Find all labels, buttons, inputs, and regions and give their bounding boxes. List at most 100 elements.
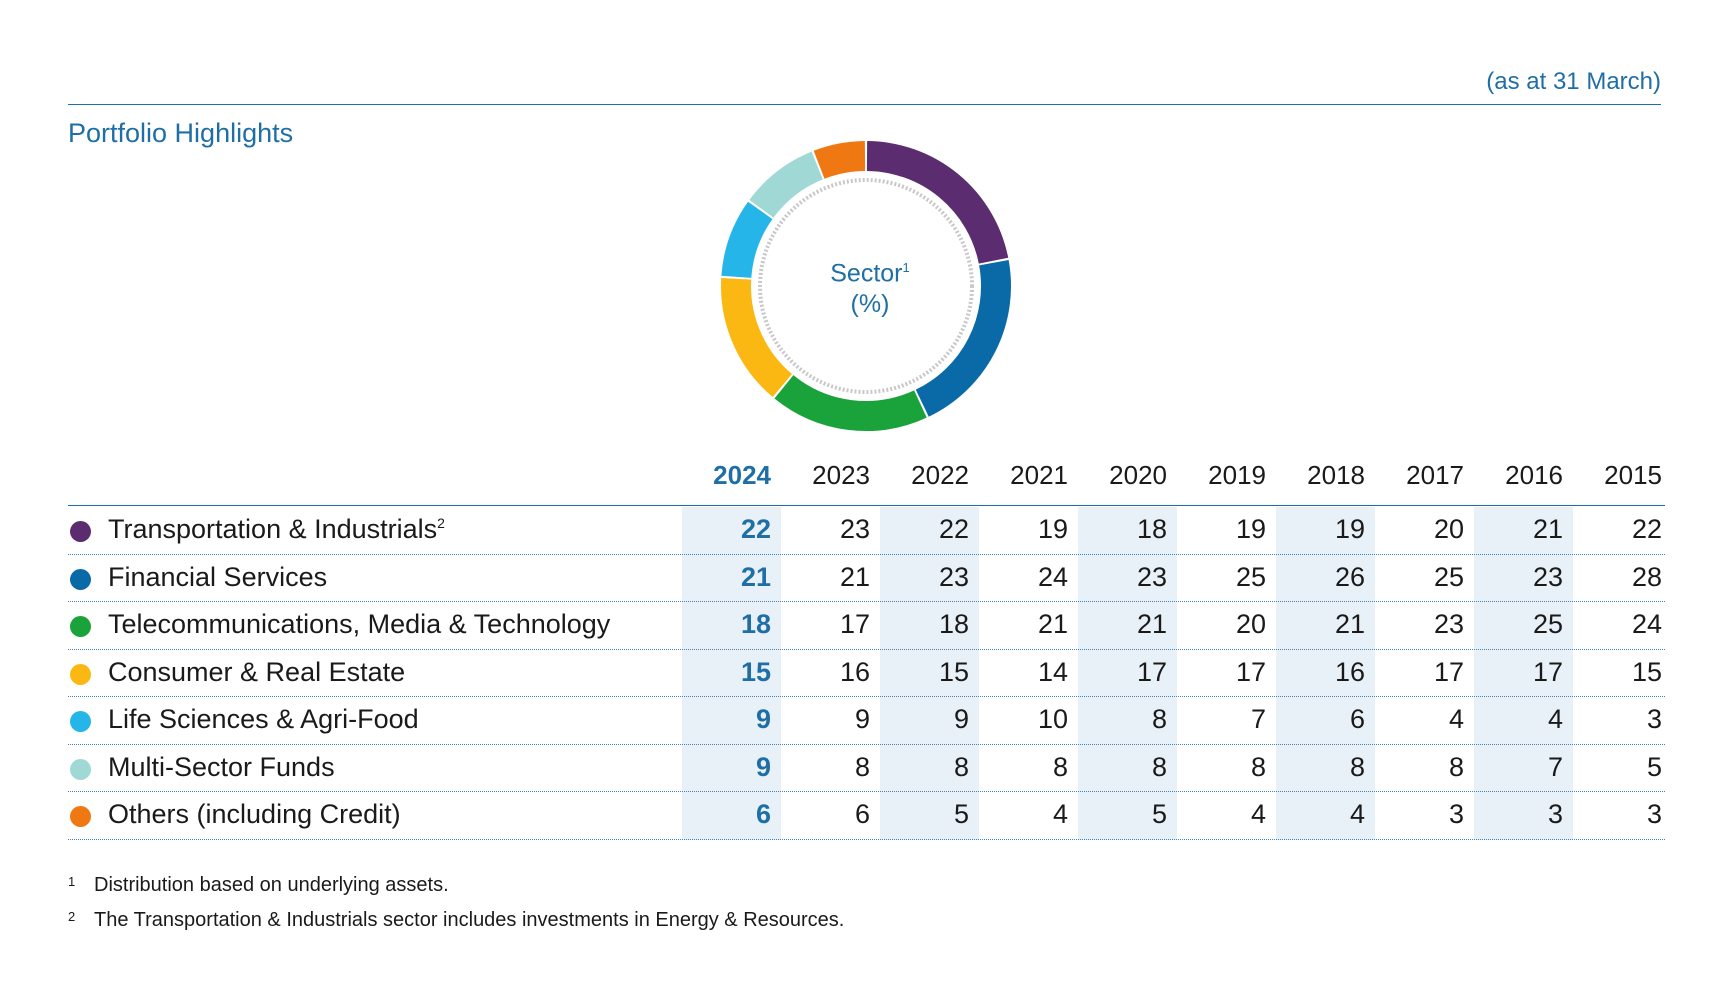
as-at-date-note: (as at 31 March) [1486,68,1661,95]
sector-name: Multi-Sector Funds [108,751,335,782]
donut-slice [749,151,824,219]
table-cell: 23 [839,514,870,544]
table-cell: 23 [1532,561,1563,592]
table-cell: 20 [1235,609,1266,639]
footnote-2-text: The Transportation & Industrials sector … [94,909,845,931]
legend-dot [70,616,91,637]
table-cell: 15 [1631,656,1662,687]
table-cell: 15 [938,656,969,687]
table-cell: 9 [755,751,771,782]
footnote-2-number: 2 [68,909,76,924]
legend-dot [70,711,91,732]
sector-name: Life Sciences & Agri-Food [108,704,419,734]
table-cell: 8 [854,751,870,782]
table-cell: 5 [1151,799,1167,829]
table-cell: 23 [938,561,969,592]
table-row: Transportation & Industrials2 22 23 22 19 18 1… [68,507,1665,554]
table-cell: 9 [854,704,870,734]
table-cell: 21 [1334,609,1365,639]
donut-slice [866,141,1009,264]
sector-name: Consumer & Real Estate [108,656,406,687]
year-header-2018: 2018 [1307,460,1365,490]
sector-label: Others (including Credit) [108,799,401,830]
table-cell: 22 [740,514,771,544]
table-cell: 14 [1037,656,1068,687]
table-cell: 22 [938,514,969,544]
sector-label: Life Sciences & Agri-Food [108,704,419,735]
table-cell: 8 [1349,751,1365,782]
sector-label: Transportation & Industrials2 [108,514,445,545]
donut-center-unit: (%) [850,290,890,318]
table-cell: 5 [953,799,969,829]
donut-center-footnote-ref: 1 [902,260,910,275]
year-header-2016: 2016 [1505,460,1563,490]
table-cell: 4 [1448,704,1464,734]
table-row: Financial Services 21 21 23 24 23 25 26 25 23 28 [68,555,1665,602]
table-cell: 19 [1037,514,1068,544]
donut-slice [915,259,1011,417]
table-cell: 3 [1547,799,1563,829]
sector-label: Telecommunications, Media & Technology [108,609,610,640]
sector-name: Others (including Credit) [108,799,401,829]
table-cell: 20 [1433,514,1464,544]
table-cell: 8 [953,751,969,782]
top-divider [68,104,1661,105]
table-cell: 21 [1136,609,1167,639]
table-cell: 21 [1037,609,1068,639]
row-divider [68,791,1665,792]
sector-donut-chart [721,141,1011,431]
highlight-column-2022 [880,507,979,840]
table-cell: 25 [1235,561,1266,592]
sector-name: Telecommunications, Media & Technology [108,609,611,639]
highlight-column-2020 [1078,507,1177,840]
footnote-ref: 2 [437,515,445,531]
row-divider [68,743,1665,745]
table-cell: 10 [1037,704,1068,734]
table-cell: 19 [1334,514,1365,544]
year-header-2022: 2022 [911,460,969,490]
table-cell: 18 [1136,514,1167,544]
table-cell: 21 [839,561,870,592]
table-cell: 16 [1334,656,1365,687]
table-cell: 8 [1052,751,1068,782]
table-cell: 18 [740,609,771,639]
table-cell: 24 [1037,561,1068,592]
table-cell: 17 [1136,656,1167,687]
table-cell: 17 [1235,656,1266,687]
year-header-row: 2024 2023 2022 2021 2020 2019 2018 2017 2016 2015 [68,460,1665,504]
table-cell: 8 [1151,751,1167,782]
row-divider [68,696,1665,697]
table-cell: 28 [1631,561,1662,592]
year-header-2020: 2020 [1109,460,1167,490]
table-row: Consumer & Real Estate 15 16 15 14 17 17 16 17 17… [68,650,1665,697]
table-cell: 21 [1532,514,1563,544]
table-cell: 17 [839,609,870,639]
table-cell: 3 [1448,799,1464,829]
row-divider [68,601,1665,602]
table-cell: 6 [755,799,771,829]
table-cell: 17 [1532,656,1563,687]
row-divider [68,553,1665,555]
footnote-2: 2 The Transportation & Industrials sector… [68,909,844,932]
table-cell: 18 [938,609,969,639]
highlight-column-2018 [1276,507,1375,840]
table-cell: 7 [1250,704,1266,734]
table-cell: 8 [1448,751,1464,782]
highlight-column-2016 [1474,507,1573,840]
table-cell: 6 [1349,704,1365,734]
table-cell: 25 [1532,609,1563,639]
table-cell: 21 [740,561,771,592]
highlight-column-2024 [682,507,781,840]
table-cell: 4 [1250,799,1266,829]
footnote-1-text: Distribution based on underlying assets. [94,874,449,896]
table-cell: 24 [1631,609,1662,639]
donut-center-label: Sector [830,259,903,288]
table-cell: 19 [1235,514,1266,544]
header-divider [68,505,1665,506]
table-cell: 4 [1052,799,1068,829]
legend-dot [70,663,91,685]
page-title: Portfolio Highlights [68,118,294,148]
donut-inner-ring [758,178,974,394]
sector-label: Financial Services [108,562,327,593]
table-cell: 5 [1646,751,1662,782]
